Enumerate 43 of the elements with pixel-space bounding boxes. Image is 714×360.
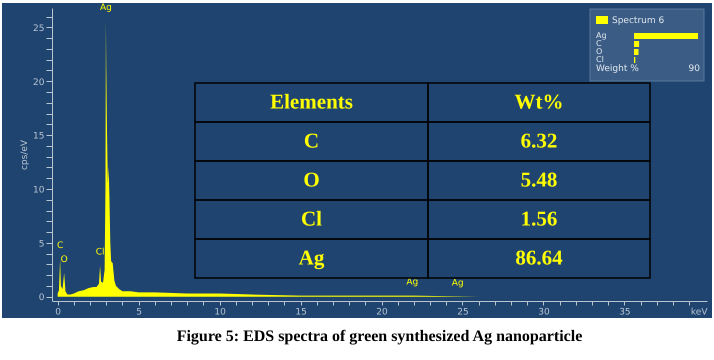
x-tick-label: 25 xyxy=(457,308,469,318)
annotation: O xyxy=(60,254,68,265)
x-tick-label: 35 xyxy=(619,308,631,318)
x-tick-label: 5 xyxy=(136,308,142,318)
category-label: O xyxy=(303,168,320,192)
category-label: C xyxy=(304,128,320,152)
data-label: 6.32 xyxy=(520,128,558,152)
annotation: 90 xyxy=(688,64,700,74)
x-axis-title: Weight % xyxy=(596,64,640,74)
bar xyxy=(634,33,698,39)
data-label: 86.64 xyxy=(515,246,564,270)
x-tick-label: 20 xyxy=(376,308,388,318)
x-tick-label: 15 xyxy=(295,308,307,318)
category-label: Cl xyxy=(301,206,322,230)
y-tick-label: 15 xyxy=(33,132,44,142)
annotation: Ag xyxy=(452,278,464,289)
x-axis-title: keV xyxy=(690,308,708,318)
y-tick-label: O xyxy=(596,47,602,56)
x-tick-label: 0 xyxy=(55,308,62,318)
bar xyxy=(634,41,640,47)
data-label: 1.56 xyxy=(520,206,558,230)
x-tick-label: 10 xyxy=(214,308,226,318)
legend-label: Spectrum 6 xyxy=(612,16,664,26)
x-tick-label: 30 xyxy=(538,308,550,318)
y-tick-label: 10 xyxy=(33,185,45,196)
text: Figure 5: EDS spectra of green synthesized Ag nanoparticle xyxy=(176,328,582,345)
y-tick-label: Cl xyxy=(596,55,604,64)
bar xyxy=(634,49,638,55)
annotation: Ag xyxy=(406,278,418,288)
category-label: Ag xyxy=(298,246,325,270)
y-tick-label: C xyxy=(596,39,602,48)
annotation: Cl xyxy=(96,247,104,258)
annotation: Wt% xyxy=(514,90,564,114)
y-tick-label: Ag xyxy=(596,31,607,40)
y-axis-title: cps/eV xyxy=(20,139,30,170)
y-tick-label: 5 xyxy=(38,239,44,250)
data-label: 5.48 xyxy=(520,168,558,192)
annotation: Elements xyxy=(270,90,353,114)
annotation: Ag xyxy=(100,2,112,13)
y-tick-label: 25 xyxy=(33,24,44,34)
y-tick-label: 20 xyxy=(33,78,45,88)
y-tick-label: 0 xyxy=(38,293,45,304)
annotation: C xyxy=(56,240,64,251)
